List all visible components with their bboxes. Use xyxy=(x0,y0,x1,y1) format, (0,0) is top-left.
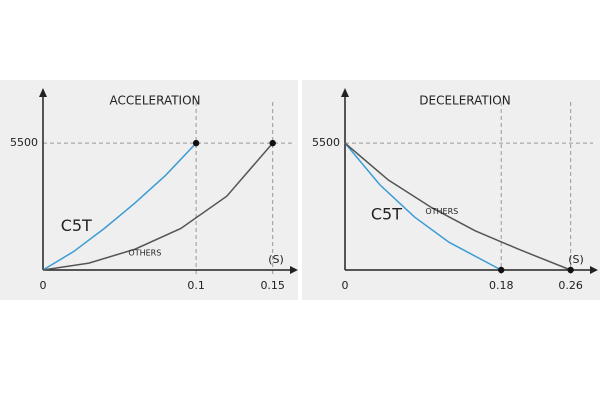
series-label: C5T xyxy=(61,216,92,235)
x-tick-label: 0.1 xyxy=(187,279,205,292)
axis-arrow xyxy=(341,88,349,97)
y-tick-label: 5500 xyxy=(10,136,38,149)
x-axis-label: (S) xyxy=(568,253,584,266)
y-tick-label: 5500 xyxy=(312,136,340,149)
chart-title: DECELERATION xyxy=(419,94,510,108)
chart-title: ACCELERATION xyxy=(109,94,200,108)
end-point xyxy=(269,139,276,147)
series-line xyxy=(42,142,197,271)
x-axis-label: (S) xyxy=(268,253,284,266)
x-tick-label: 0 xyxy=(40,279,47,292)
x-tick-label: 0.15 xyxy=(260,279,285,292)
axis-arrow xyxy=(590,266,598,274)
series-label: OTHERS xyxy=(425,207,458,216)
axis-arrow xyxy=(39,88,47,97)
x-tick-label: 0.26 xyxy=(558,279,583,292)
series-label: C5T xyxy=(371,204,402,223)
series-label: OTHERS xyxy=(128,249,161,258)
end-point xyxy=(498,266,505,274)
end-point xyxy=(192,139,200,147)
series-line xyxy=(344,142,502,271)
series-line xyxy=(42,142,274,271)
x-tick-label: 0 xyxy=(342,279,349,292)
axis-arrow xyxy=(290,266,298,274)
series-line xyxy=(344,142,571,271)
end-point xyxy=(567,266,574,274)
x-tick-label: 0.18 xyxy=(489,279,514,292)
panel-bg xyxy=(302,80,600,300)
